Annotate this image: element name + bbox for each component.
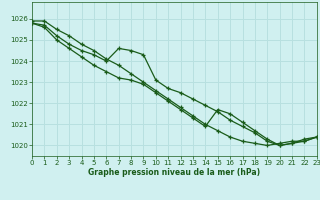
X-axis label: Graphe pression niveau de la mer (hPa): Graphe pression niveau de la mer (hPa): [88, 168, 260, 177]
